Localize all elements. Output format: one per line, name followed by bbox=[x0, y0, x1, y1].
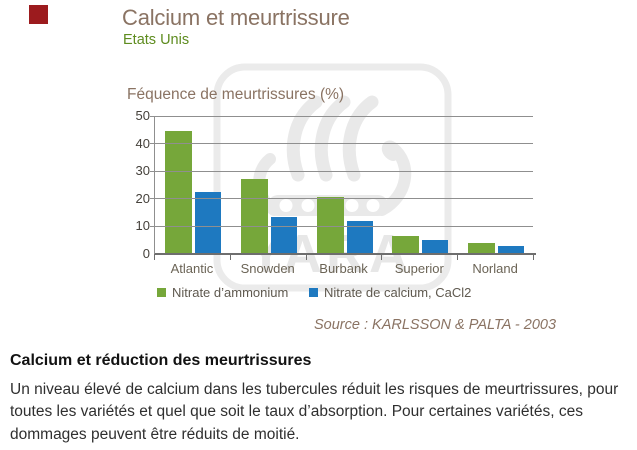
bar-series-1-atlantic bbox=[194, 191, 221, 254]
bar-series-0-norland bbox=[468, 242, 496, 254]
gridline bbox=[154, 170, 533, 172]
footer-paragraph-line: Un niveau élevé de calcium dans les tube… bbox=[10, 381, 619, 398]
gridline bbox=[154, 143, 533, 145]
y-axis-tick-label: 40 bbox=[135, 135, 150, 151]
x-axis-tick bbox=[305, 255, 307, 260]
bar-series-0-snowden bbox=[240, 179, 268, 254]
gridline bbox=[154, 115, 533, 117]
page-title: Calcium et meurtrissure bbox=[122, 5, 350, 30]
footer-paragraph: Un niveau élevé de calcium dans les tube… bbox=[10, 379, 634, 446]
legend-color-chip-blue bbox=[309, 288, 318, 297]
x-axis-category-label: Burbank bbox=[319, 261, 368, 276]
y-axis-tick-label: 0 bbox=[142, 246, 150, 261]
y-axis-tick bbox=[150, 198, 154, 200]
y-axis-tick-label: 10 bbox=[135, 218, 150, 234]
source-caption: Source : KARLSSON & PALTA - 2003 bbox=[314, 317, 557, 333]
legend-label-calcium: Nitrate de calcium, CaCl2 bbox=[324, 285, 472, 300]
x-axis-line bbox=[154, 253, 536, 255]
x-axis-tick bbox=[381, 255, 383, 260]
legend-item-calcium: Nitrate de calcium, CaCl2 bbox=[309, 285, 471, 300]
page-subtitle: Etats Unis bbox=[123, 32, 190, 48]
footer-paragraph-line: dommages peuvent être réduits de moitié. bbox=[10, 425, 300, 443]
legend-item-ammonium: Nitrate d’ammonium bbox=[157, 285, 288, 300]
x-axis-tick bbox=[457, 255, 459, 260]
y-axis-tick bbox=[150, 143, 154, 145]
bar-series-0-superior bbox=[392, 236, 420, 254]
gridline bbox=[154, 198, 533, 200]
x-axis-category-label: Superior bbox=[394, 261, 444, 276]
gridline bbox=[154, 225, 533, 227]
y-axis-tick bbox=[150, 225, 154, 227]
bar-series-1-snowden bbox=[270, 216, 297, 254]
chart-title: Féquence de meurtrissures (%) bbox=[127, 86, 345, 103]
x-axis-tick bbox=[154, 255, 155, 260]
legend-color-chip-green bbox=[157, 288, 166, 297]
bar-series-0-atlantic bbox=[164, 131, 192, 254]
y-axis-tick-label: 20 bbox=[135, 190, 150, 206]
y-axis-tick-label: 50 bbox=[135, 108, 150, 123]
x-axis-category-label: Atlantic bbox=[170, 261, 214, 276]
bar-series-0-burbank bbox=[316, 197, 344, 254]
x-axis-tick bbox=[229, 255, 231, 260]
y-axis-line bbox=[154, 116, 155, 254]
x-axis-category-label: Snowden bbox=[240, 261, 295, 276]
x-axis-category-label: Norland bbox=[472, 261, 518, 276]
y-axis-tick bbox=[150, 170, 154, 172]
bar-series-1-superior bbox=[422, 240, 449, 254]
brand-square bbox=[29, 5, 48, 24]
footer-paragraph-line: toutes les variétés et quel que soit le … bbox=[10, 403, 583, 421]
legend-label-ammonium: Nitrate d’ammonium bbox=[172, 285, 289, 300]
x-axis-tick bbox=[533, 255, 534, 260]
bar-series-1-norland bbox=[498, 245, 525, 254]
y-axis-tick bbox=[150, 115, 154, 117]
y-axis-tick-label: 30 bbox=[135, 163, 150, 179]
footer-heading: Calcium et réduction des meurtrissures bbox=[10, 352, 312, 369]
